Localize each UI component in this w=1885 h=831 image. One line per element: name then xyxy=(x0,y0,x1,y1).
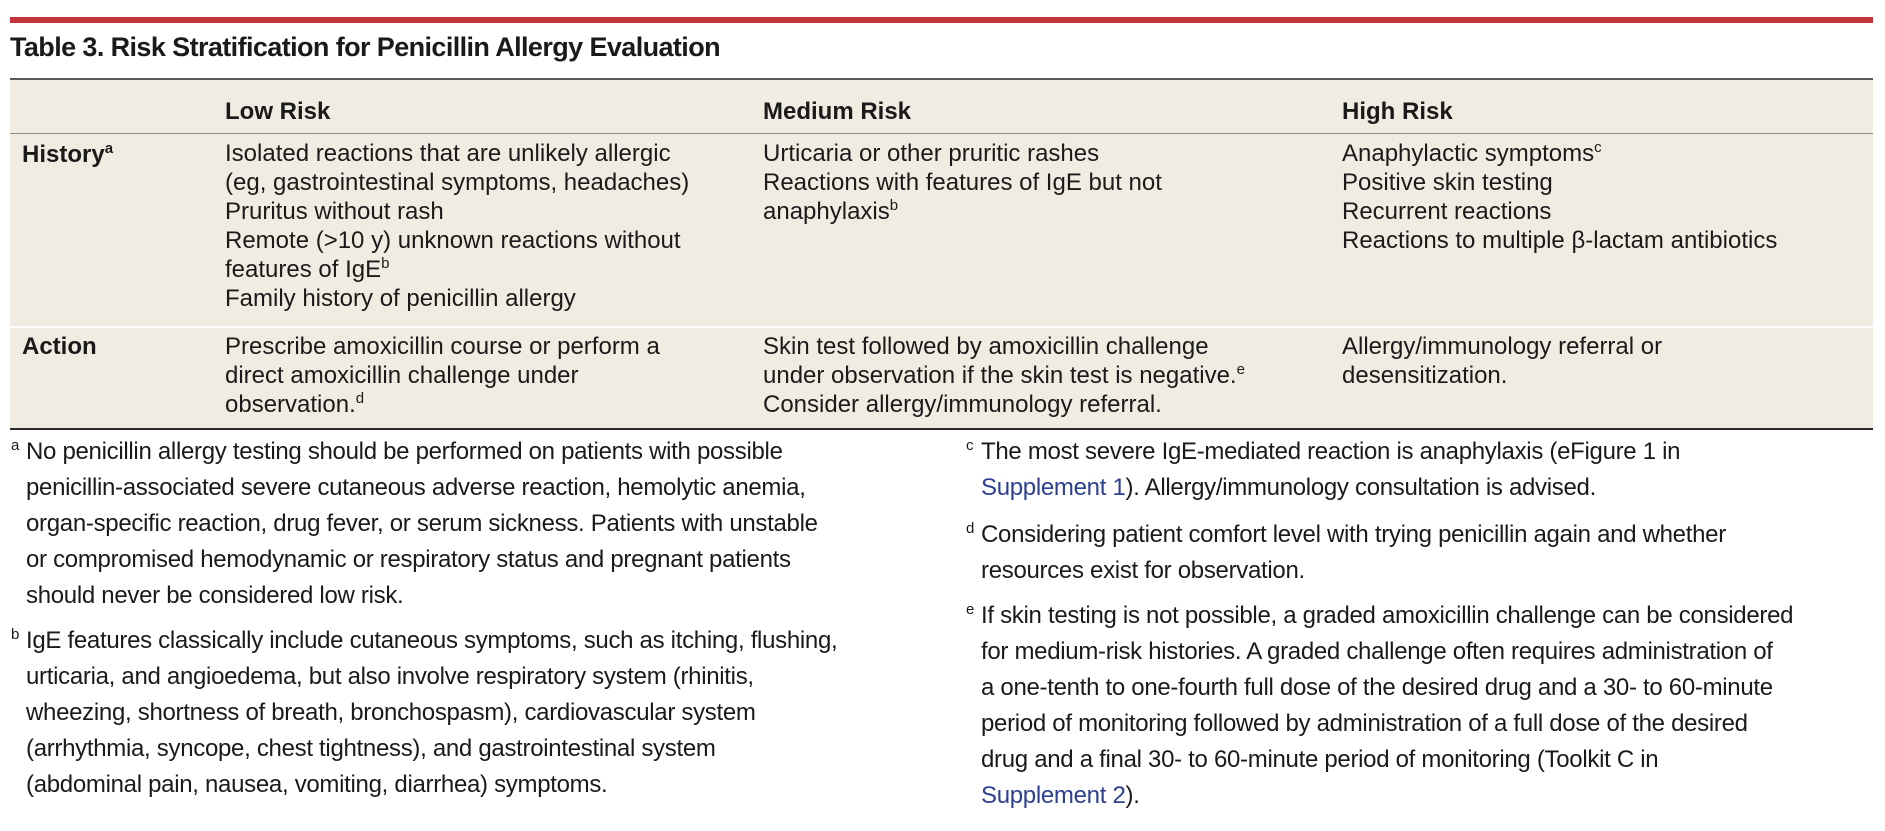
history-low-risk-cell: Isolated reactions that are unlikely all… xyxy=(225,139,689,313)
cell-line: Isolated reactions that are unlikely all… xyxy=(225,140,671,167)
footnote-line: IgE features classically include cutaneo… xyxy=(26,627,838,654)
action-low-risk-cell: Prescribe amoxicillin course or perform … xyxy=(225,332,660,419)
footnote-line-text: ). xyxy=(1125,782,1140,809)
footnote-ref-d: d xyxy=(355,390,365,407)
footnote-line: (arrhythmia, syncope, chest tightness), … xyxy=(26,735,716,762)
cell-line: Prescribe amoxicillin course or perform … xyxy=(225,333,660,360)
history-high-risk-cell: Anaphylactic symptomsc Positive skin tes… xyxy=(1342,139,1777,255)
footnote-line: period of monitoring followed by adminis… xyxy=(981,710,1748,737)
footnote-line-text: ). Allergy/immunology consultation is ad… xyxy=(1125,474,1597,501)
supplement-2-link[interactable]: Supplement 2 xyxy=(981,782,1126,809)
cell-line: under observation if the skin test is ne… xyxy=(763,361,1245,390)
cell-line: Urticaria or other pruritic rashes xyxy=(763,140,1100,167)
footnote-ref-a: a xyxy=(104,140,114,157)
cell-line: anaphylaxisb xyxy=(763,197,1162,226)
footnote-mark: a xyxy=(11,437,20,454)
supplement-1-link[interactable]: Supplement 1 xyxy=(981,474,1126,501)
cell-line: features of IgEb xyxy=(225,255,689,284)
row-label-action: Action xyxy=(22,333,97,360)
cell-line: Family history of penicillin allergy xyxy=(225,285,576,312)
footnote-line: a one-tenth to one-fourth full dose of t… xyxy=(981,674,1773,701)
footnote-c: c The most severe IgE-mediated reaction … xyxy=(966,434,1681,506)
cell-line: observation.d xyxy=(225,390,660,419)
footnote-e: e If skin testing is not possible, a gra… xyxy=(966,598,1794,814)
cell-line-text: features of IgE xyxy=(225,256,382,283)
footnote-line: Supplement 2). xyxy=(981,778,1793,814)
footnote-d: d Considering patient comfort level with… xyxy=(966,517,1726,589)
footnote-mark: c xyxy=(966,437,974,454)
footnote-mark: b xyxy=(11,626,20,643)
column-header-high-risk: High Risk xyxy=(1342,98,1453,125)
cell-line: Recurrent reactions xyxy=(1342,198,1552,225)
cell-line: Allergy/immunology referral or xyxy=(1342,333,1663,360)
footnote-a: a No penicillin allergy testing should b… xyxy=(11,434,818,614)
footnote-line: Supplement 1). Allergy/immunology consul… xyxy=(981,470,1680,506)
cell-line-text: under observation if the skin test is ne… xyxy=(763,362,1237,389)
footnote-line: penicillin-associated severe cutaneous a… xyxy=(26,474,806,501)
action-medium-risk-cell: Skin test followed by amoxicillin challe… xyxy=(763,332,1245,419)
history-medium-risk-cell: Urticaria or other pruritic rashes React… xyxy=(763,139,1162,226)
cell-line: Pruritus without rash xyxy=(225,198,444,225)
footnote-line: Considering patient comfort level with t… xyxy=(981,521,1726,548)
cell-line-text: Anaphylactic symptoms xyxy=(1342,140,1595,167)
cell-line: Skin test followed by amoxicillin challe… xyxy=(763,333,1209,360)
header-divider xyxy=(10,133,1873,134)
footnote-ref-b: b xyxy=(381,255,390,272)
footnote-line: resources exist for observation. xyxy=(981,557,1305,584)
footnote-line: should never be considered low risk. xyxy=(26,582,404,609)
footnote-line: organ-specific reaction, drug fever, or … xyxy=(26,510,818,537)
row-divider xyxy=(10,326,1873,328)
cell-line: Reactions to multiple β-lactam antibioti… xyxy=(1342,227,1778,254)
cell-line: desensitization. xyxy=(1342,362,1508,389)
cell-line-text: anaphylaxis xyxy=(763,198,890,225)
column-header-medium-risk: Medium Risk xyxy=(763,98,912,125)
footnote-mark: d xyxy=(966,520,975,537)
row-label-history: Historya xyxy=(22,141,113,169)
title-accent-rule xyxy=(10,17,1873,23)
cell-line: Reactions with features of IgE but not xyxy=(763,169,1162,196)
footnote-line: for medium-risk histories. A graded chal… xyxy=(981,638,1773,665)
footnote-line: or compromised hemodynamic or respirator… xyxy=(26,546,791,573)
cell-line: Consider allergy/immunology referral. xyxy=(763,391,1162,418)
risk-table: Low Risk Medium Risk High Risk Historya … xyxy=(10,78,1873,430)
cell-line: (eg, gastrointestinal symptoms, headache… xyxy=(225,169,690,196)
cell-line: direct amoxicillin challenge under xyxy=(225,362,579,389)
footnote-ref-c: c xyxy=(1594,139,1602,156)
column-header-low-risk: Low Risk xyxy=(225,98,331,125)
footnote-line: urticaria, and angioedema, but also invo… xyxy=(26,663,754,690)
footnote-ref-b: b xyxy=(889,197,899,214)
row-label-history-text: History xyxy=(22,141,105,168)
footnote-line: If skin testing is not possible, a grade… xyxy=(981,602,1794,629)
footnote-line: No penicillin allergy testing should be … xyxy=(26,438,783,465)
footnote-line: wheezing, shortness of breath, bronchosp… xyxy=(26,699,756,726)
action-high-risk-cell: Allergy/immunology referral or desensiti… xyxy=(1342,332,1662,390)
cell-line: Anaphylactic symptomsc xyxy=(1342,139,1777,168)
footnote-ref-e: e xyxy=(1236,361,1245,378)
footnote-b: b IgE features classically include cutan… xyxy=(11,623,838,803)
footnote-line: The most severe IgE-mediated reaction is… xyxy=(981,438,1681,465)
cell-line: Remote (>10 y) unknown reactions without xyxy=(225,227,681,254)
cell-line: Positive skin testing xyxy=(1342,169,1553,196)
table-title: Table 3. Risk Stratification for Penicil… xyxy=(10,32,721,62)
footnote-line: drug and a final 30- to 60-minute period… xyxy=(981,746,1659,773)
cell-line-text: observation. xyxy=(225,391,356,418)
footnote-mark: e xyxy=(966,601,975,618)
footnote-line: (abdominal pain, nausea, vomiting, diarr… xyxy=(26,771,608,798)
